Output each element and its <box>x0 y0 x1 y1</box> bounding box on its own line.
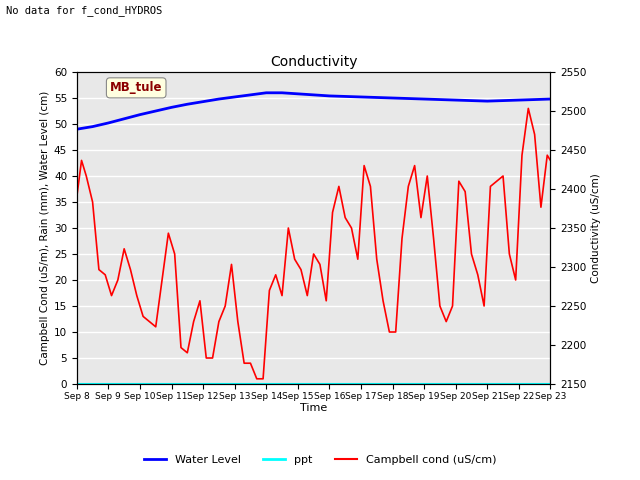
Text: MB_tule: MB_tule <box>110 81 163 95</box>
Legend: Water Level, ppt, Campbell cond (uS/cm): Water Level, ppt, Campbell cond (uS/cm) <box>140 451 500 469</box>
Title: Conductivity: Conductivity <box>270 56 357 70</box>
X-axis label: Time: Time <box>300 403 327 413</box>
Y-axis label: Conductivity (uS/cm): Conductivity (uS/cm) <box>591 173 601 283</box>
Y-axis label: Campbell Cond (uS/m), Rain (mm), Water Level (cm): Campbell Cond (uS/m), Rain (mm), Water L… <box>40 91 50 365</box>
Text: No data for f_cond_HYDROS: No data for f_cond_HYDROS <box>6 5 163 16</box>
